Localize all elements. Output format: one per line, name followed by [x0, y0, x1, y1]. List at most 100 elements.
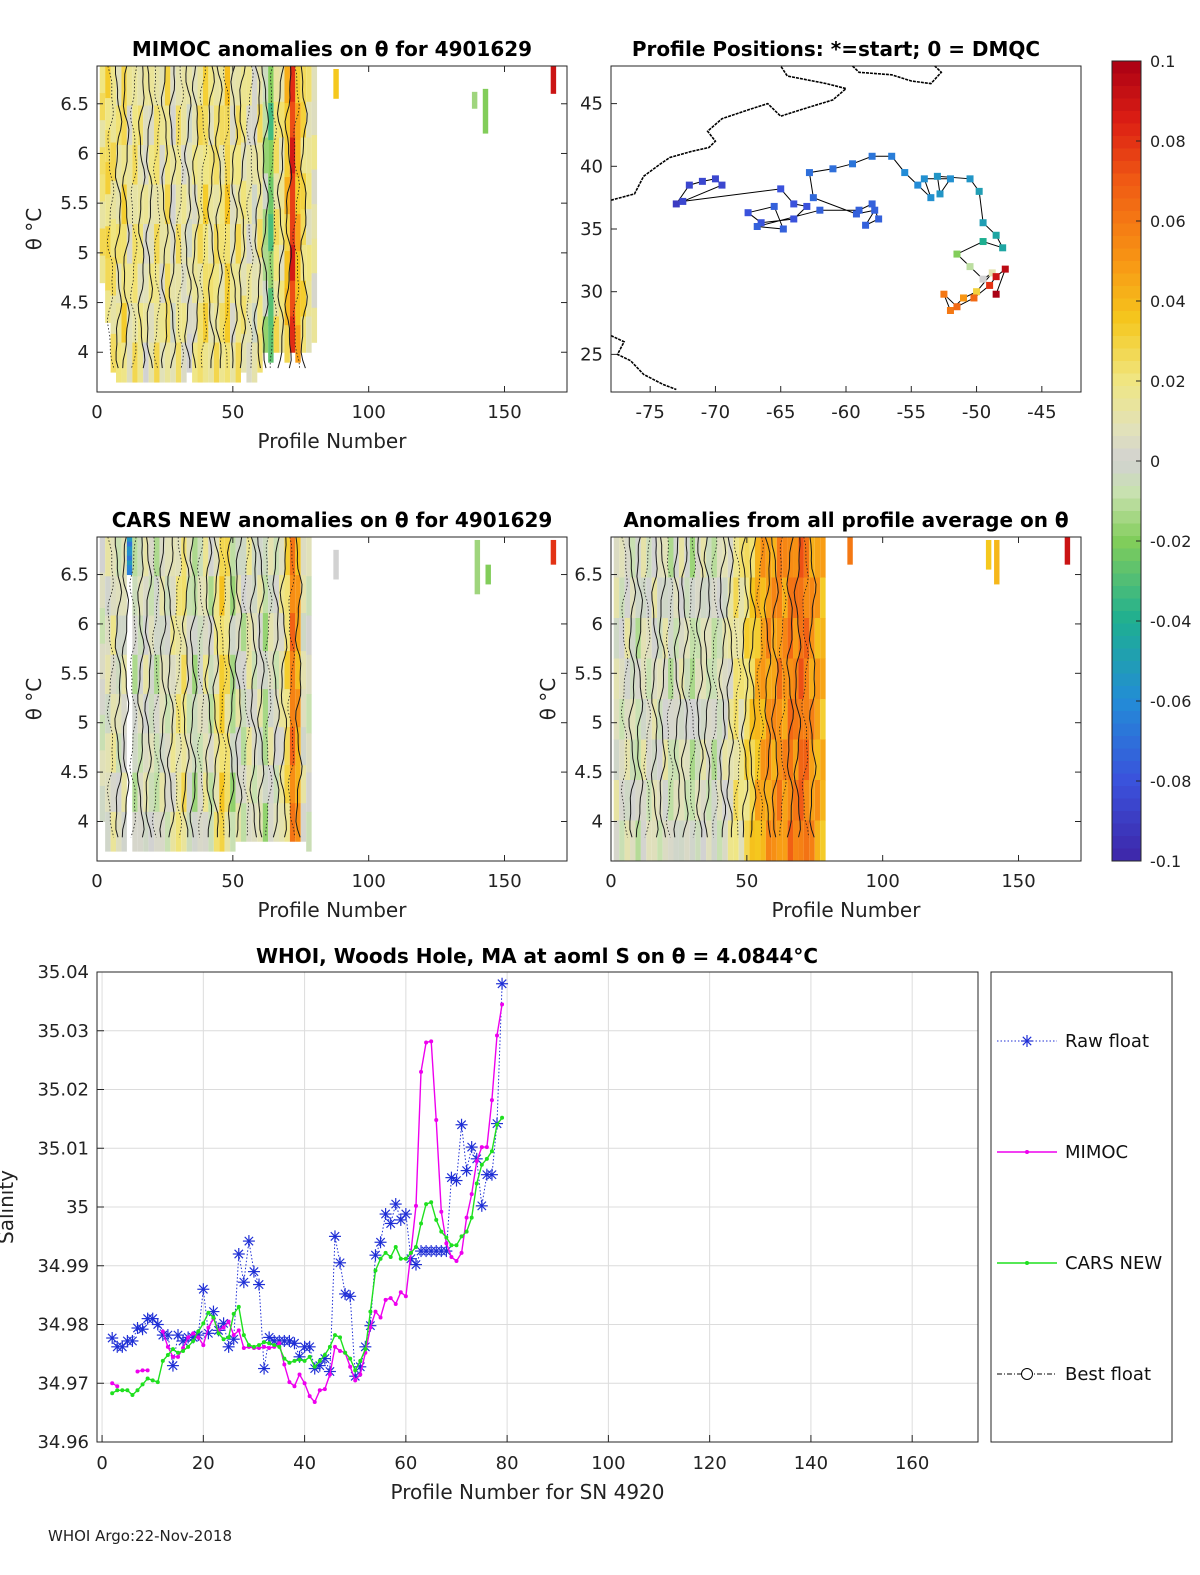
colorbar-swatch [1112, 473, 1141, 487]
cars-cell [208, 694, 214, 734]
cars-cell [268, 613, 274, 652]
allavg-cell [771, 618, 777, 659]
allavg-panel: 0 50 100 150 4 4.5 5 5.5 6 6.5 Profile Number θ °C A… [536, 508, 1082, 922]
raw-float-point [318, 1352, 331, 1365]
mimoc-cell [170, 184, 176, 225]
allavg-cell [814, 820, 821, 862]
mimoc-cell [219, 145, 225, 186]
cars-cell [159, 576, 165, 617]
mimoc-cell [224, 184, 231, 225]
profile-position-marker [946, 175, 954, 183]
colorbar-swatch [1112, 111, 1141, 124]
mimoc-contour [137, 65, 146, 369]
mimoc-cell [213, 263, 220, 304]
mimoc-cell [202, 66, 209, 107]
mimoc-cell [230, 224, 236, 265]
profile-position-marker [888, 152, 896, 160]
allavg-cell [651, 820, 658, 862]
cars-new-point [338, 1335, 343, 1340]
map-xtick-label: -50 [962, 402, 991, 423]
mimoc-cell [197, 105, 203, 146]
map-panel: -75 -70 -65 -60 -55 -50 -45 25 30 35 40 45 Profile P… [580, 37, 1082, 423]
colorbar-label: 0.06 [1150, 212, 1186, 231]
cars-cell [284, 689, 290, 728]
mimoc-cell [262, 244, 269, 282]
mimoc-cell [197, 66, 203, 107]
mimoc-cell [235, 184, 241, 225]
mimoc-cell [202, 184, 209, 225]
allavg-cell [782, 699, 788, 740]
mimoc-cell [284, 140, 290, 178]
cars-cell [240, 613, 247, 652]
mimoc-cell [186, 219, 193, 258]
cars-cell [192, 615, 198, 656]
colorbar-swatch [1112, 186, 1141, 199]
mimoc-cell [224, 224, 231, 265]
mimoc-point [393, 1301, 398, 1306]
allavg-cell [814, 618, 821, 659]
cars-new-point [257, 1343, 262, 1348]
colorbar-swatch [1112, 686, 1141, 699]
raw-float-point [344, 1290, 357, 1303]
cars-axes-box [96, 536, 568, 862]
cars-cell [219, 615, 225, 656]
mimoc-cell [116, 224, 122, 265]
mimoc-cell [213, 184, 220, 225]
cars-cell [208, 654, 214, 695]
mimoc-contour [238, 65, 247, 369]
cars-cell [137, 654, 144, 695]
raw-float-point [389, 1198, 402, 1211]
legend-box [990, 971, 1173, 1443]
mimoc-cell [213, 145, 220, 186]
allavg-cell [733, 739, 739, 781]
cars-cell [186, 772, 193, 813]
mimoc-fragment [482, 88, 489, 134]
allavg-contour [681, 536, 689, 838]
cars-cell [300, 537, 307, 576]
cars-cell [300, 803, 307, 842]
allavg-xtick-label: 0 [605, 871, 616, 892]
allavg-cell [695, 618, 701, 659]
allavg-cell [782, 739, 788, 781]
mimoc-contour [276, 65, 285, 369]
mimoc-point [257, 1346, 262, 1350]
allavg-cell [711, 537, 717, 578]
mimoc-cell [268, 177, 274, 215]
cars-new-point [221, 1337, 226, 1342]
allavg-cell [771, 780, 777, 821]
cars-cell [295, 575, 301, 614]
allavg-cell [754, 537, 761, 578]
profile-position-marker [744, 209, 752, 217]
cars-cell [246, 537, 252, 576]
mimoc-cell [219, 303, 225, 344]
allavg-cell [727, 739, 734, 781]
cars-cell [175, 772, 182, 813]
mimoc-ytick-label: 6.5 [60, 94, 89, 115]
cars-contour [136, 536, 145, 838]
allavg-contour [771, 536, 779, 838]
cars-contour [144, 536, 153, 838]
cars-new-point [474, 1181, 479, 1186]
colorbar-swatch [1112, 548, 1141, 562]
cars-cell [289, 575, 296, 614]
allavg-cell [635, 618, 641, 659]
cars-cell [110, 615, 117, 656]
mimoc-cell [202, 263, 209, 304]
cars-cell [154, 694, 160, 734]
colorbar-swatch [1112, 61, 1141, 74]
colorbar-label: 0.02 [1150, 372, 1186, 391]
cars-cell [105, 654, 111, 695]
cars-cell [300, 651, 307, 690]
map-ytick-label: 40 [580, 156, 603, 177]
cars-cell [143, 772, 149, 813]
cars-cell [202, 772, 209, 813]
allavg-cell [760, 820, 766, 862]
cars-cell [306, 811, 312, 852]
cars-cell [116, 576, 122, 617]
allavg-contour [718, 536, 727, 838]
mimoc-cell [208, 105, 214, 146]
cars-cell [268, 537, 274, 576]
cars-cell [116, 694, 122, 734]
allavg-cell [700, 618, 707, 659]
mimoc-point [226, 1319, 231, 1324]
